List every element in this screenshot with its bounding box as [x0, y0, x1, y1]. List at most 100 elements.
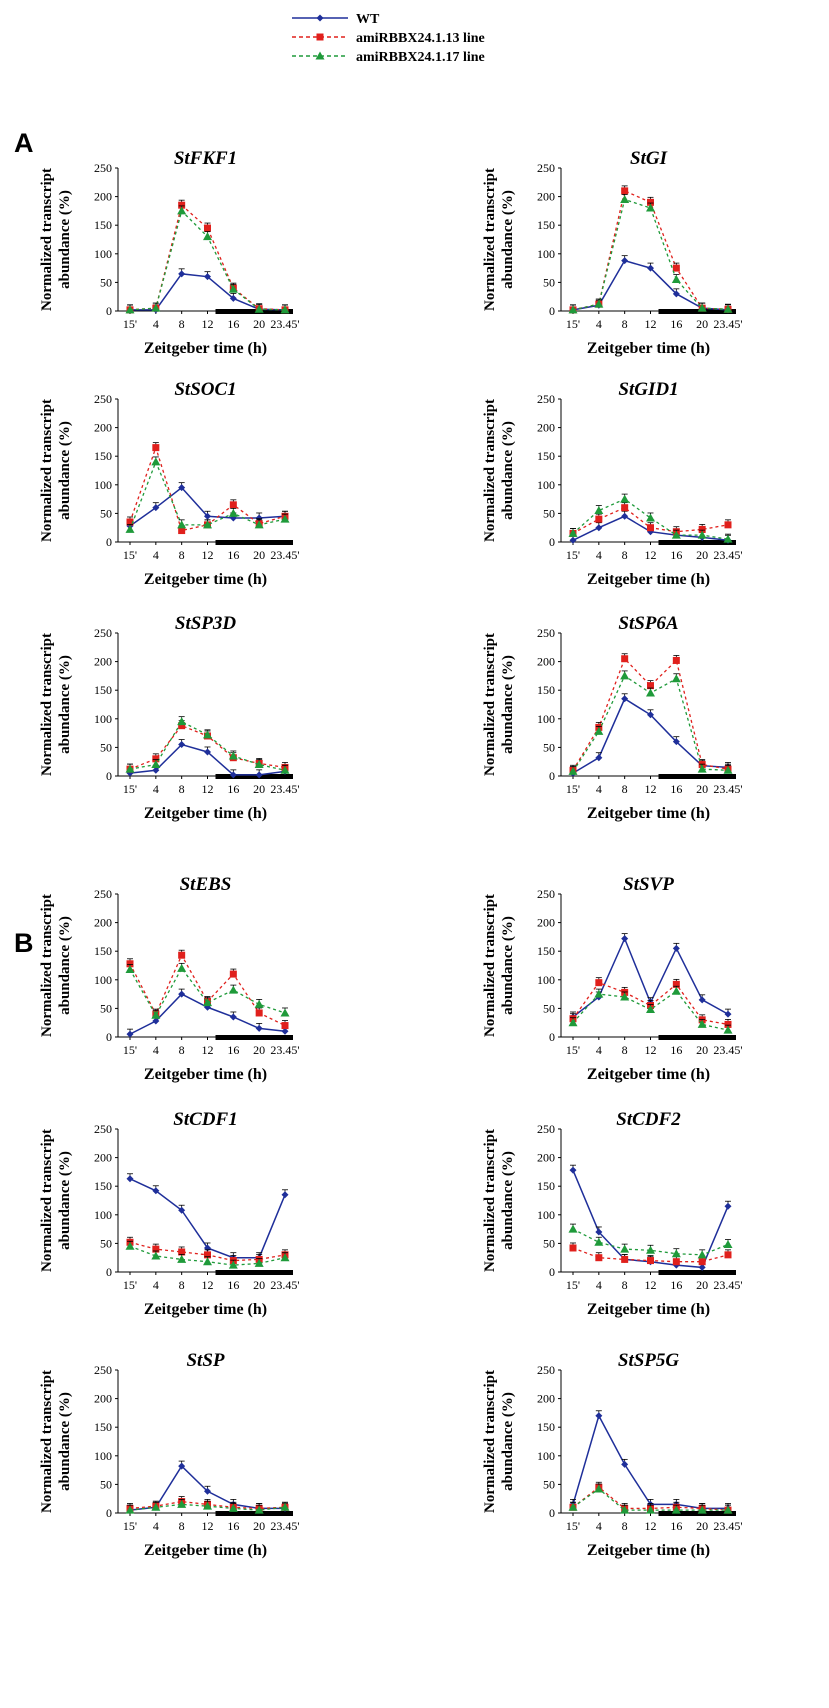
y-tick-label: 250: [537, 626, 555, 640]
x-tick-label: 16: [227, 548, 239, 562]
y-tick-label: 250: [94, 887, 112, 901]
chart-stfkf1: StFKF1 0 50 100 150 200 250 15' 4 8 12 16 20 23.45'Ze…: [39, 148, 300, 357]
x-tick-label: 8: [179, 1519, 185, 1533]
x-tick-label: 23.45': [270, 782, 299, 796]
x-axis-label-stsp5g: Zeitgeber time (h): [587, 1542, 710, 1559]
chart-stsp: StSP 0 50 100 150 200 250 15' 4 8 12 16 20 23.45'Zeit…: [39, 1350, 300, 1559]
data-point-amirbbx24-1-17-line: [568, 1018, 578, 1027]
data-point-amirbbx24-1-17-line: [568, 528, 578, 537]
data-point-amirbbx24-1-17-line: [620, 194, 630, 203]
data-point-amirbbx24-1-17-line: [228, 1260, 238, 1269]
x-tick-label: 20: [696, 548, 708, 562]
data-point-amirbbx24-1-17-line: [723, 1240, 733, 1249]
chart-stebs: StEBS 0 50 100 150 200 250 15' 4 8 12 16 20 23.45'Zei…: [39, 874, 300, 1083]
data-point-amirbbx24-1-13-line: [698, 525, 706, 533]
data-point-wt: [229, 1013, 237, 1021]
x-tick-label: 12: [645, 782, 657, 796]
dark-period-bar-stsp: [215, 1511, 293, 1516]
data-point-wt: [621, 512, 629, 520]
x-axis-label-stsoc1: Zeitgeber time (h): [144, 571, 267, 588]
data-point-wt: [621, 935, 629, 943]
y-tick-label: 200: [94, 916, 112, 930]
data-point-amirbbx24-1-17-line: [125, 1241, 135, 1250]
x-tick-label: 16: [227, 1519, 239, 1533]
y-tick-label: 200: [537, 190, 555, 204]
data-point-wt: [698, 996, 706, 1004]
y-tick-label: 100: [94, 247, 112, 261]
x-tick-label: 23.45': [270, 317, 299, 331]
x-tick-label: 12: [645, 548, 657, 562]
x-tick-label: 12: [202, 317, 214, 331]
y-tick-label: 100: [537, 712, 555, 726]
data-point-wt: [281, 1027, 289, 1035]
x-tick-label: 20: [253, 782, 265, 796]
chart-stsp5g: StSP5G 0 50 100 150 200 250 15' 4 8 12 16 20 23.45'Ze…: [482, 1350, 743, 1559]
data-point-amirbbx24-1-13-line: [204, 224, 211, 232]
data-point-amirbbx24-1-13-line: [178, 1248, 186, 1256]
x-tick-label: 23.45': [270, 1043, 299, 1057]
data-point-amirbbx24-1-17-line: [671, 674, 681, 683]
data-point-amirbbx24-1-17-line: [280, 514, 290, 523]
data-point-wt: [126, 1175, 134, 1183]
x-tick-label: 15': [566, 548, 580, 562]
data-point-amirbbx24-1-17-line: [671, 275, 681, 284]
data-point-wt: [569, 536, 577, 544]
chart-title-stsp: StSP: [186, 1350, 224, 1371]
x-tick-label: 15': [566, 1278, 580, 1292]
data-point-amirbbx24-1-17-line: [646, 203, 655, 212]
data-point-amirbbx24-1-13-line: [126, 960, 134, 968]
data-point-amirbbx24-1-13-line: [178, 951, 186, 959]
y-tick-label: 50: [100, 506, 112, 520]
data-point-amirbbx24-1-17-line: [228, 508, 238, 517]
legend-label-amirbbx24-1-17-line: amiRBBX24.1.17 line: [356, 50, 485, 65]
x-axis-label-stgid1: Zeitgeber time (h): [587, 571, 710, 588]
chart-title-stcdf1: StCDF1: [173, 1109, 237, 1130]
y-tick-label: 50: [543, 1236, 555, 1250]
data-point-wt: [595, 1412, 603, 1420]
data-point-wt: [255, 771, 263, 779]
data-point-amirbbx24-1-17-line: [697, 530, 707, 539]
y-tick-label: 50: [543, 1477, 555, 1491]
data-point-amirbbx24-1-13-line: [152, 1245, 160, 1253]
y-tick-label: 100: [537, 973, 555, 987]
data-point-amirbbx24-1-13-line: [647, 524, 654, 532]
data-point-wt: [724, 1202, 732, 1210]
data-point-amirbbx24-1-17-line: [620, 1244, 630, 1253]
x-tick-label: 16: [670, 1043, 682, 1057]
data-point-amirbbx24-1-17-line: [671, 1505, 681, 1514]
y-tick-label: 100: [94, 1208, 112, 1222]
data-point-amirbbx24-1-17-line: [151, 1502, 161, 1511]
dark-period-bar-stsp5g: [658, 1511, 736, 1516]
x-tick-label: 4: [596, 317, 602, 331]
data-point-amirbbx24-1-13-line: [126, 518, 134, 526]
y-axis-label-stsoc1: Normalized transcript abundance (%): [39, 399, 73, 542]
x-tick-label: 8: [622, 1278, 628, 1292]
legend-label-wt: WT: [356, 12, 380, 27]
y-tick-label: 0: [106, 769, 112, 783]
y-tick-label: 200: [537, 655, 555, 669]
chart-stsp6a: StSP6A 0 50 100 150 200 250 15' 4 8 12 16 20 23.45'Ze…: [482, 613, 743, 822]
data-point-amirbbx24-1-17-line: [671, 1249, 681, 1258]
x-tick-label: 20: [696, 1278, 708, 1292]
y-tick-label: 250: [537, 1122, 555, 1136]
data-point-amirbbx24-1-17-line: [228, 985, 238, 994]
y-tick-label: 250: [94, 626, 112, 640]
x-tick-label: 8: [622, 317, 628, 331]
data-point-amirbbx24-1-17-line: [151, 303, 161, 312]
data-point-amirbbx24-1-17-line: [671, 986, 681, 995]
x-tick-label: 20: [253, 1043, 265, 1057]
y-tick-label: 0: [106, 535, 112, 549]
x-tick-label: 20: [696, 782, 708, 796]
y-tick-label: 250: [537, 887, 555, 901]
chart-title-stsp5g: StSP5G: [618, 1350, 680, 1371]
x-tick-label: 12: [645, 317, 657, 331]
data-point-amirbbx24-1-17-line: [594, 1484, 604, 1493]
y-tick-label: 0: [106, 1506, 112, 1520]
y-tick-label: 0: [106, 1265, 112, 1279]
data-point-amirbbx24-1-17-line: [594, 506, 604, 515]
data-point-amirbbx24-1-13-line: [255, 1009, 263, 1017]
data-point-amirbbx24-1-13-line: [178, 722, 186, 730]
data-point-wt: [724, 1010, 732, 1018]
data-point-amirbbx24-1-17-line: [177, 963, 187, 972]
data-point-amirbbx24-1-17-line: [697, 1250, 707, 1259]
